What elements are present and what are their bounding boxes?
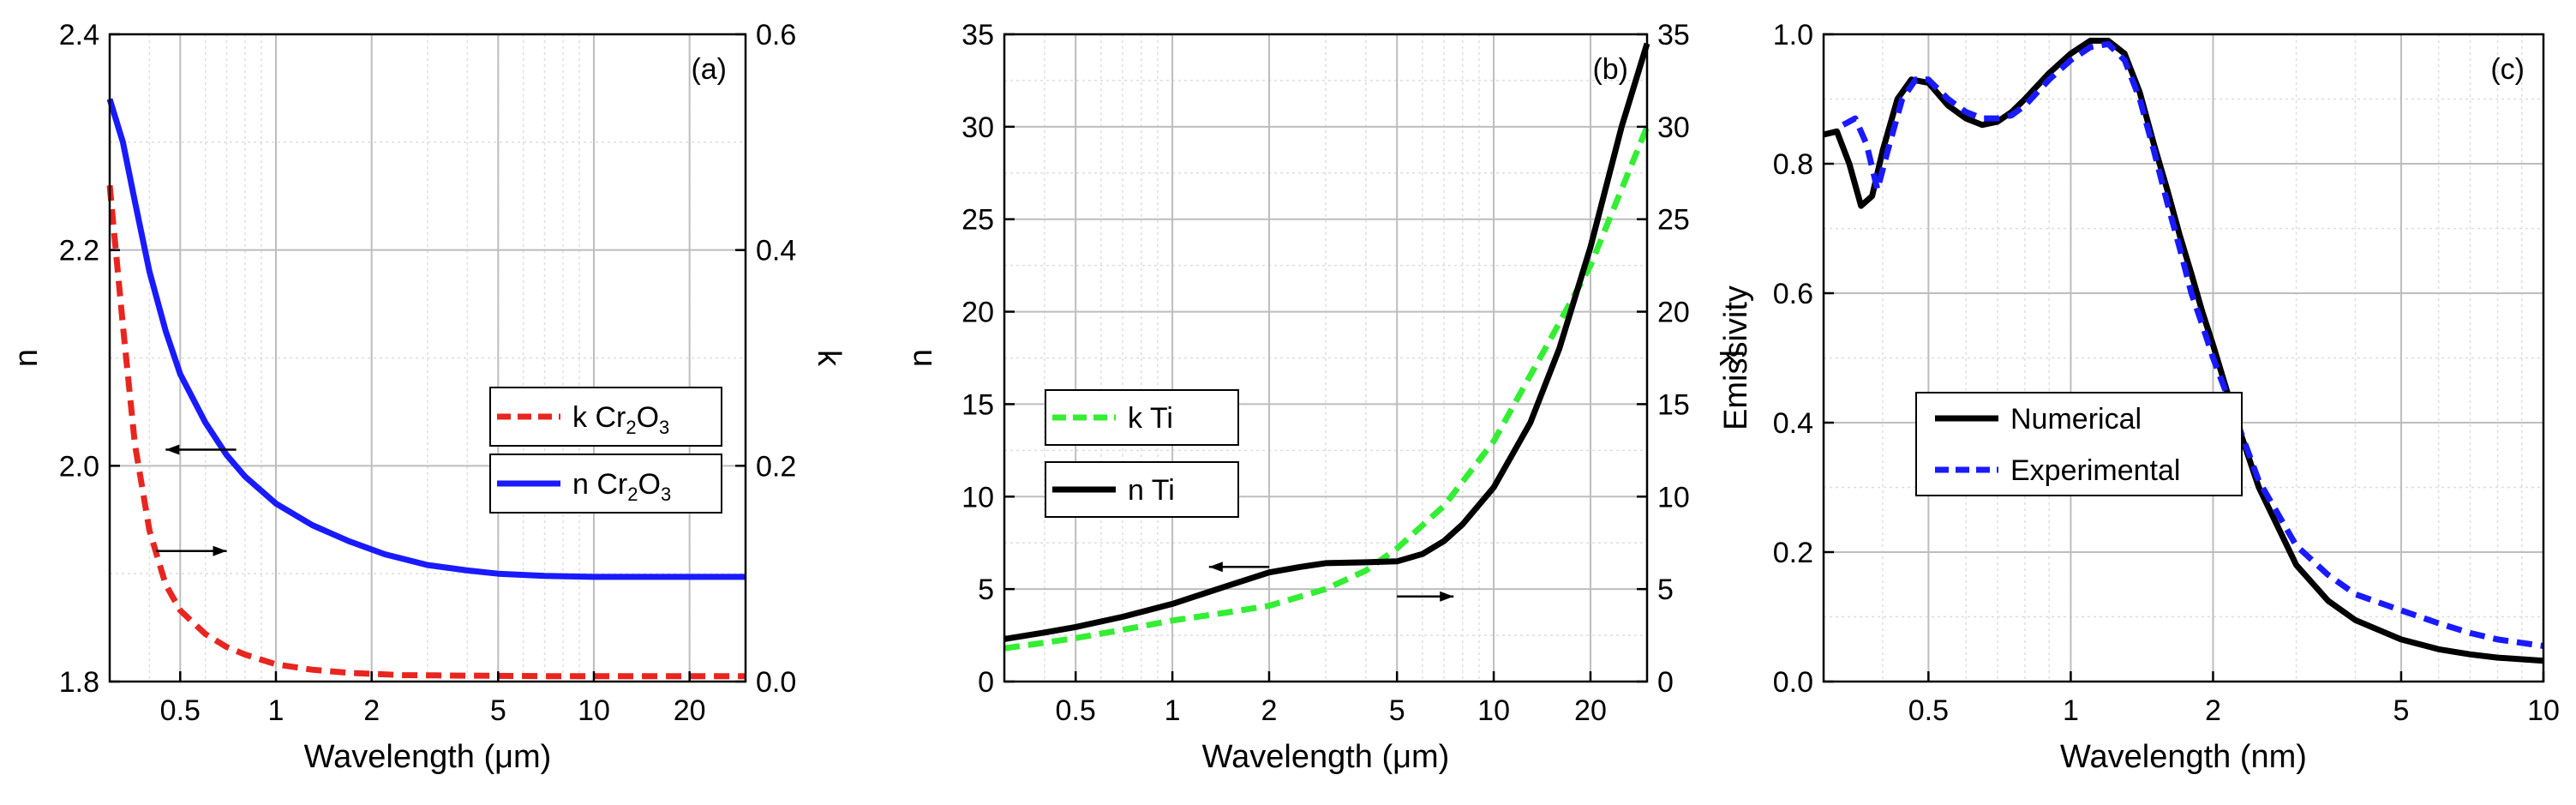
x-tick-label: 2	[2205, 694, 2221, 727]
y-tick-label: 0	[978, 666, 994, 699]
x-tick-label: 10	[578, 694, 610, 727]
legend-entry: n Ti	[1052, 474, 1175, 507]
minor-grid	[1003, 34, 1647, 682]
series-line-k-ti	[1003, 125, 1650, 652]
y-tick-label: 2.0	[59, 450, 99, 483]
y-tick-label: 35	[962, 19, 994, 51]
x-tick-label: 5	[2393, 694, 2409, 727]
y-right-tick-label: 0.0	[756, 666, 796, 699]
x-tick-label: 2	[1261, 694, 1278, 727]
series-line-k-cr2o3	[106, 184, 746, 680]
legend: k Cr2O3 n Cr2O3	[489, 387, 722, 514]
y-right-tick-label: 25	[1657, 204, 1690, 237]
minor-grid	[109, 34, 746, 682]
y-right-tick-label: 35	[1657, 19, 1690, 51]
y-right-tick-label: 0.2	[756, 450, 796, 483]
x-tick-label: 10	[2527, 694, 2560, 727]
series-line-experimental	[1842, 40, 2544, 649]
chart-panel-2: 0.5 1 2 5 10 200510152025303505101520253035Wa…	[903, 19, 1748, 775]
x-axis-title: Wavelength (μm)	[304, 739, 552, 775]
y-tick-label: 2.2	[59, 235, 99, 267]
x-tick-label: 1	[268, 694, 285, 727]
y-right-tick-label: 30	[1657, 111, 1690, 144]
plot-frame	[1822, 33, 2545, 683]
y-right-tick-label: 0.6	[756, 19, 796, 51]
x-tick-label: 1	[2063, 694, 2079, 727]
x-tick-label: 2	[363, 694, 380, 727]
y-tick-label: 10	[962, 481, 994, 514]
y-tick-label: 0.4	[1773, 407, 1813, 440]
y-tick-label: 15	[962, 388, 994, 421]
y-right-axis-title: k	[811, 350, 847, 367]
x-tick-label: 20	[674, 694, 706, 727]
series-line-n-cr2o3	[106, 98, 746, 580]
y-right-tick-label: 0	[1657, 666, 1674, 699]
legend-box	[1915, 392, 2243, 496]
series-line-numerical	[1823, 38, 2544, 664]
legend-label: n Cr2O3	[572, 468, 671, 505]
chart-panel-1: 0.5 1 2 5 10 20 1.8 2.0 2.2 2.4 0.0 0.2 0.4 0.6 Wavele…	[9, 19, 847, 775]
legend-entry: n Cr2O3	[497, 468, 671, 505]
panel-label: (c)	[2490, 53, 2525, 86]
minor-grid	[1823, 34, 2543, 682]
legend-entry: Numerical	[1935, 403, 2142, 436]
annotation-arrow-right	[156, 545, 227, 556]
y-right-tick-label: 10	[1657, 481, 1690, 514]
y-tick-label: 2.4	[59, 19, 99, 51]
plot-frame	[1003, 33, 1649, 683]
legend-label: k Cr2O3	[572, 401, 669, 438]
legend-entry: k Ti	[1052, 402, 1173, 435]
y-tick-label: 5	[978, 574, 994, 606]
x-tick-label: 0.5	[1908, 694, 1949, 727]
y-tick-label: 20	[962, 297, 994, 329]
panel-label: (b)	[1592, 53, 1628, 86]
y-tick-label: 0.6	[1773, 278, 1813, 310]
y-right-axis-title: k	[1712, 350, 1748, 367]
chart-panel-3: 0.5 1 2 5 10 0.0 0.2 0.4 0.6 0.8 1.0 Wavelength (nm…	[1718, 19, 2560, 775]
x-tick-label: 20	[1574, 694, 1607, 727]
x-axis-title: Wavelength (nm)	[2060, 739, 2307, 775]
y-tick-label: 1.8	[59, 666, 99, 699]
y-tick-label: 0.2	[1773, 537, 1813, 569]
annotation-arrow-left	[1208, 562, 1269, 573]
x-tick-label: 10	[1477, 694, 1510, 727]
y-axis-title: Emissivity	[1718, 285, 1754, 430]
legend-label: Experimental	[2010, 454, 2180, 487]
y-tick-label: 0.0	[1773, 666, 1813, 699]
y-right-tick-label: 15	[1657, 388, 1690, 421]
series-line-n-ti	[1003, 42, 1650, 642]
legend-entry: k Cr2O3	[497, 401, 669, 438]
y-tick-label: 0.8	[1773, 148, 1813, 181]
legend-label: n Ti	[1128, 474, 1175, 507]
x-tick-label: 0.5	[1056, 694, 1096, 727]
annotation-arrow-right	[1397, 591, 1454, 602]
legend-entry: Experimental	[1935, 454, 2180, 487]
x-axis-title: Wavelength (μm)	[1202, 739, 1450, 775]
y-right-tick-label: 0.4	[756, 235, 796, 267]
legend: k Ti n Ti	[1045, 389, 1239, 518]
panel-label: (a)	[691, 53, 727, 86]
x-tick-label: 5	[1389, 694, 1405, 727]
legend-label: k Ti	[1128, 402, 1173, 435]
y-axis-title: n	[903, 349, 939, 367]
y-tick-label: 25	[962, 204, 994, 237]
y-tick-label: 1.0	[1773, 19, 1813, 51]
plot-frame	[108, 33, 747, 683]
y-right-tick-label: 20	[1657, 297, 1690, 329]
y-tick-label: 30	[962, 111, 994, 144]
x-tick-label: 5	[490, 694, 506, 727]
y-right-tick-label: 5	[1657, 574, 1674, 606]
legend: Numerical Experimental	[1915, 392, 2243, 496]
x-tick-label: 1	[1165, 694, 1181, 727]
y-axis-title: n	[9, 349, 45, 367]
x-tick-label: 0.5	[160, 694, 201, 727]
annotation-arrow-left	[165, 444, 237, 455]
legend-label: Numerical	[2010, 403, 2142, 436]
